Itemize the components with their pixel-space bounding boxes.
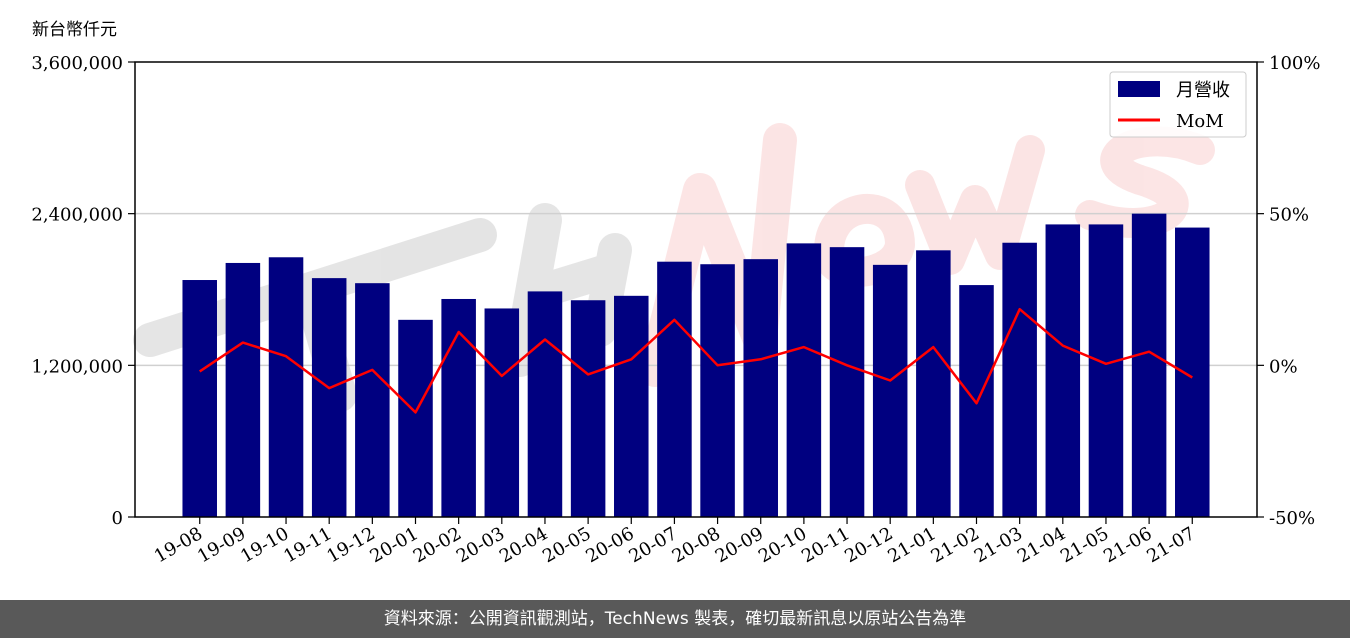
bar [484,308,520,517]
bar [1088,224,1124,517]
bar [311,278,347,517]
x-tick-label: 19-09 [194,523,249,567]
bar [657,261,692,517]
bar [1045,224,1081,517]
bar [872,264,908,517]
x-tick-label: 20-11 [798,523,853,567]
x-tick-label: 19-12 [323,523,378,567]
x-tick-label: 20-08 [669,523,724,567]
y-axis-label: 新台幣仟元 [32,20,117,40]
x-tick-label: 21-03 [971,523,1026,567]
x-tick-label: 21-04 [1014,523,1069,567]
bar [225,262,261,517]
bar [1175,227,1210,517]
bars [182,213,1210,518]
bar [1131,213,1167,517]
legend-label-line: MoM [1176,111,1224,132]
bar [527,291,563,517]
y-axis-left: 0 1,200,000 2,400,000 3,600,000 [31,53,135,529]
bar [614,295,649,517]
x-tick-label: 20-04 [496,523,551,567]
legend: 月營收 MoM [1109,71,1247,138]
x-tick-label: 19-11 [280,523,335,567]
revenue-mom-chart: 0 1,200,000 2,400,000 3,600,000 -50% 0% 50% 10… [31,53,1320,567]
bar [355,283,390,517]
x-tick-label: 20-05 [539,523,594,567]
mom-series-line [199,307,1193,414]
x-tick-label: 21-07 [1143,523,1198,567]
bar [786,243,822,518]
bar [398,319,433,517]
bar [1002,242,1037,517]
x-tick-label: 19-10 [237,523,292,567]
y-tick-label: 0 [112,508,123,529]
x-tick-label: 20-10 [755,523,810,567]
x-tick-label: 21-05 [1057,523,1112,567]
bar [829,247,865,517]
y2-tick-label: 0% [1269,356,1298,377]
x-tick-label: 20-06 [582,523,637,567]
x-tick-label: 20-09 [712,523,767,567]
x-tick-label: 20-07 [625,523,680,567]
y-tick-label: 3,600,000 [31,53,123,74]
x-tick-label: 19-08 [151,523,206,567]
plot-frame [134,61,1258,518]
mom-line [199,307,1193,414]
bar [441,298,476,517]
bar [700,264,735,517]
x-tick-label: 20-01 [367,523,422,567]
legend-label-bar: 月營收 [1176,80,1230,101]
x-tick-label: 21-02 [928,523,983,567]
y2-tick-label: -50% [1269,508,1315,529]
x-axis: 19-0819-0919-1019-1119-1220-0120-0220-03… [151,517,1199,567]
y2-tick-label: 50% [1269,205,1309,226]
y-axis-right: -50% 0% 50% 100% [1257,53,1320,529]
y2-tick-label: 100% [1269,53,1320,74]
x-tick-label: 21-01 [884,523,939,567]
bar [182,280,217,517]
x-tick-label: 20-12 [841,523,896,567]
bar [570,300,606,517]
legend-swatch-bar [1118,81,1160,97]
y-tick-label: 2,400,000 [31,205,123,226]
footer-source: 資料來源：公開資訊觀測站，TechNews 製表，確切最新訊息以原站公告為準 [0,600,1350,638]
x-tick-label: 20-02 [410,523,465,567]
x-tick-label: 21-06 [1100,523,1155,567]
bar [743,259,778,517]
bar [268,257,304,517]
x-tick-label: 20-03 [453,523,508,567]
y-tick-label: 1,200,000 [31,356,123,377]
bar [916,250,951,517]
